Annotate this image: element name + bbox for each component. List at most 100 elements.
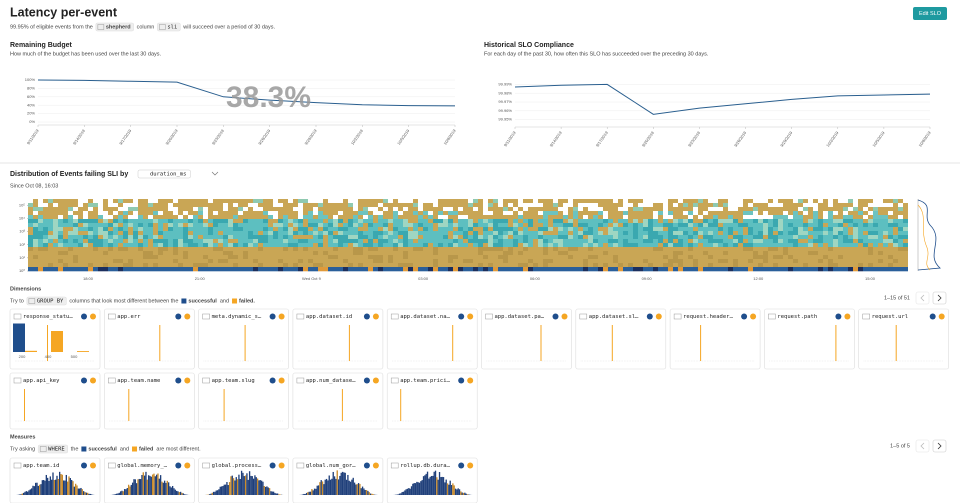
heatmap-cell <box>158 247 163 252</box>
card[interactable] <box>104 372 195 430</box>
mini-bar <box>327 480 329 495</box>
heatmap-cell <box>173 203 178 208</box>
heatmap-cell <box>258 199 263 204</box>
heatmap-cell <box>658 263 663 268</box>
heatmap-cell <box>628 203 633 208</box>
y-tick-label: 40% <box>27 102 35 107</box>
y-tick-label: 99.95% <box>498 117 512 122</box>
heatmap-cell <box>473 259 478 264</box>
card[interactable] <box>575 308 667 370</box>
heatmap-cell <box>228 231 233 236</box>
heatmap-cell <box>263 251 268 256</box>
heatmap-cell <box>533 259 538 264</box>
heatmap-cell <box>788 219 793 224</box>
heatmap-cell <box>103 219 108 224</box>
next-button[interactable] <box>932 291 947 305</box>
heatmap-cell <box>843 231 848 236</box>
heatmap-cell <box>768 267 773 272</box>
heatmap-cell <box>633 215 638 220</box>
heatmap-cell <box>393 219 398 224</box>
heatmap-cell <box>93 255 98 260</box>
heatmap-cell <box>863 215 868 220</box>
heatmap-cell <box>138 219 143 224</box>
heatmap-cell <box>368 235 373 240</box>
heatmap-cell <box>108 247 113 252</box>
heatmap-cell <box>478 259 483 264</box>
heatmap-cell <box>483 247 488 252</box>
heatmap-cell <box>163 239 168 244</box>
heatmap-cell <box>688 251 693 256</box>
mini-bar <box>323 484 325 495</box>
mini-bar <box>55 479 57 495</box>
edit-button-label[interactable]: Edit SLO <box>919 11 942 17</box>
card[interactable] <box>198 308 289 370</box>
card[interactable] <box>858 308 950 370</box>
heatmap-cell <box>703 247 708 252</box>
heatmap-cell <box>468 251 473 256</box>
heatmap-cell <box>168 255 173 260</box>
prev-button[interactable] <box>915 439 930 453</box>
card[interactable] <box>386 372 478 430</box>
heatmap-cell <box>463 219 468 224</box>
heatmap-cell <box>308 239 313 244</box>
heatmap-cell <box>683 247 688 252</box>
card[interactable] <box>386 308 478 370</box>
heatmap-cell <box>338 227 343 232</box>
heatmap-cell <box>583 263 588 268</box>
heatmap-cell <box>123 231 128 236</box>
chip <box>37 444 68 454</box>
heatmap-cell <box>748 239 753 244</box>
heatmap-cell <box>438 215 443 220</box>
card-icon <box>390 313 399 320</box>
heatmap-cell <box>713 239 718 244</box>
heatmap-cell <box>738 223 743 228</box>
card[interactable] <box>481 308 572 370</box>
heatmap-cell <box>648 251 653 256</box>
card[interactable] <box>669 308 761 370</box>
heatmap-cell <box>608 259 613 264</box>
heatmap-cell <box>653 247 658 252</box>
heatmap-cell <box>358 231 363 236</box>
heatmap-cell <box>603 203 608 208</box>
next-button[interactable] <box>932 439 947 453</box>
heatmap-cell <box>688 243 693 248</box>
heatmap-cell <box>618 215 623 220</box>
success-indicator <box>458 462 465 469</box>
heatmap-cell <box>43 235 48 240</box>
heatmap-cell <box>513 247 518 252</box>
card[interactable] <box>292 308 384 370</box>
heatmap-cell <box>508 239 513 244</box>
success-indicator <box>81 377 87 384</box>
heatmap-cell <box>88 231 93 236</box>
heatmap-cell <box>793 247 798 252</box>
heatmap-cell <box>793 263 798 268</box>
heatmap-cell <box>333 219 338 224</box>
heatmap-cell <box>308 259 313 264</box>
card[interactable] <box>104 308 195 370</box>
card[interactable] <box>764 308 855 370</box>
heatmap-cell <box>118 239 123 244</box>
card[interactable] <box>9 372 101 430</box>
column-chip[interactable] <box>137 169 191 179</box>
heatmap-cell <box>763 211 768 216</box>
heatmap-cell <box>108 239 113 244</box>
edit-button[interactable] <box>913 7 947 20</box>
y-tick-label: 80% <box>27 85 35 90</box>
heatmap-cell <box>213 259 218 264</box>
heatmap-cell <box>133 263 138 268</box>
heatmap-cell <box>638 227 643 232</box>
prev-button[interactable] <box>915 291 930 305</box>
heatmap-cell <box>178 199 183 204</box>
heatmap-cell <box>543 259 548 264</box>
heatmap-cell <box>603 199 608 204</box>
heatmap-cell <box>138 267 143 272</box>
heatmap-cell <box>348 207 353 212</box>
success-indicator <box>929 313 936 320</box>
card[interactable] <box>198 372 289 430</box>
card[interactable] <box>292 372 384 430</box>
heatmap-cell <box>443 227 448 232</box>
heatmap-cell <box>763 243 768 248</box>
heatmap-cell <box>553 223 558 228</box>
column-select[interactable]: duration_ms <box>150 172 186 178</box>
heatmap-cell <box>313 251 318 256</box>
